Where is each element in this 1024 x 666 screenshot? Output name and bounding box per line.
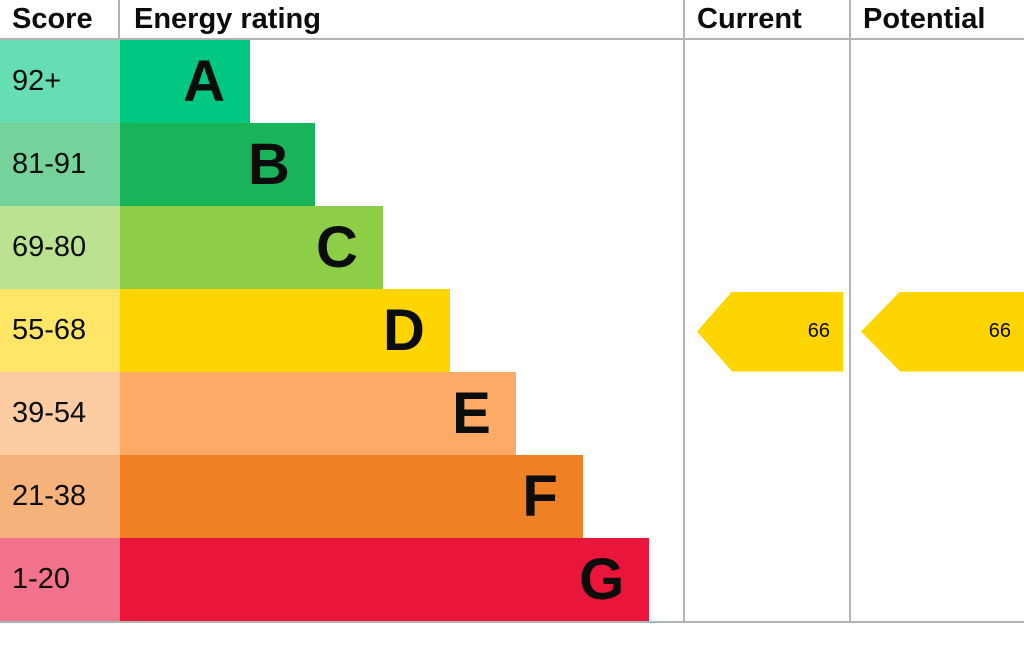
chart-header: Score Energy rating Current Potential [0,0,1024,40]
current-cell [683,123,849,206]
band-letter: G [579,546,625,612]
band-bar-cell: A [120,40,683,123]
potential-column-header: Potential [849,0,1024,38]
current-cell [683,289,849,372]
band-bar: C [120,206,383,289]
band-score-range: 55-68 [12,314,87,346]
potential-cell [849,289,1024,372]
current-cell [683,538,849,621]
band-score-range: 69-80 [12,231,87,263]
band-score-range: 39-54 [12,397,87,429]
band-bar: F [120,455,583,538]
band-letter: F [522,463,558,529]
band-row: 81-91 B [0,123,1024,206]
band-score-cell: 39-54 [0,372,120,455]
potential-cell [849,372,1024,455]
band-bar: B [120,123,315,206]
potential-cell [849,538,1024,621]
current-cell [683,455,849,538]
band-bar-cell: E [120,372,683,455]
band-letter: D [383,297,425,363]
band-score-range: 21-38 [12,480,87,512]
band-score-cell: 81-91 [0,123,120,206]
band-bar-cell: F [120,455,683,538]
band-score-cell: 1-20 [0,538,120,621]
band-bar-cell: B [120,123,683,206]
band-score-cell: 21-38 [0,455,120,538]
potential-cell [849,206,1024,289]
band-row: 21-38 F [0,455,1024,538]
band-bar-cell: D [120,289,683,372]
band-row: 69-80 C [0,206,1024,289]
band-letter: A [183,48,226,114]
band-letter: B [247,131,290,197]
band-score-range: 1-20 [12,563,71,595]
potential-cell [849,40,1024,123]
potential-cell [849,455,1024,538]
current-rating-value: 66 [807,320,830,342]
band-row: 92+ A [0,40,1024,123]
band-score-cell: 55-68 [0,289,120,372]
current-cell [683,372,849,455]
band-letter: E [452,380,491,446]
band-score-range: 92+ [12,65,62,97]
band-bar: G [120,538,650,621]
band-row: 55-68 D [0,289,1024,372]
band-rows: 92+ A 81-91 B 69-80 C [0,40,1024,623]
band-score-cell: 69-80 [0,206,120,289]
band-bar: A [120,40,251,123]
band-row: 39-54 E [0,372,1024,455]
current-column-header: Current [683,0,849,38]
energy-rating-column-header: Energy rating [134,2,321,35]
potential-rating-arrow: 66 [861,291,1024,372]
current-cell [683,40,849,123]
band-letter: C [316,214,358,280]
score-column-header: Score [0,0,120,38]
band-row: 1-20 G [0,538,1024,621]
potential-rating-value: 66 [988,320,1011,342]
band-bar: E [120,372,516,455]
band-score-range: 81-91 [12,148,87,180]
band-score-cell: 92+ [0,40,120,123]
band-bar-cell: C [120,206,683,289]
band-bar: D [120,289,450,372]
potential-cell [849,123,1024,206]
current-cell [683,206,849,289]
band-bar-cell: G [120,538,683,621]
current-rating-arrow: 66 [697,291,843,372]
